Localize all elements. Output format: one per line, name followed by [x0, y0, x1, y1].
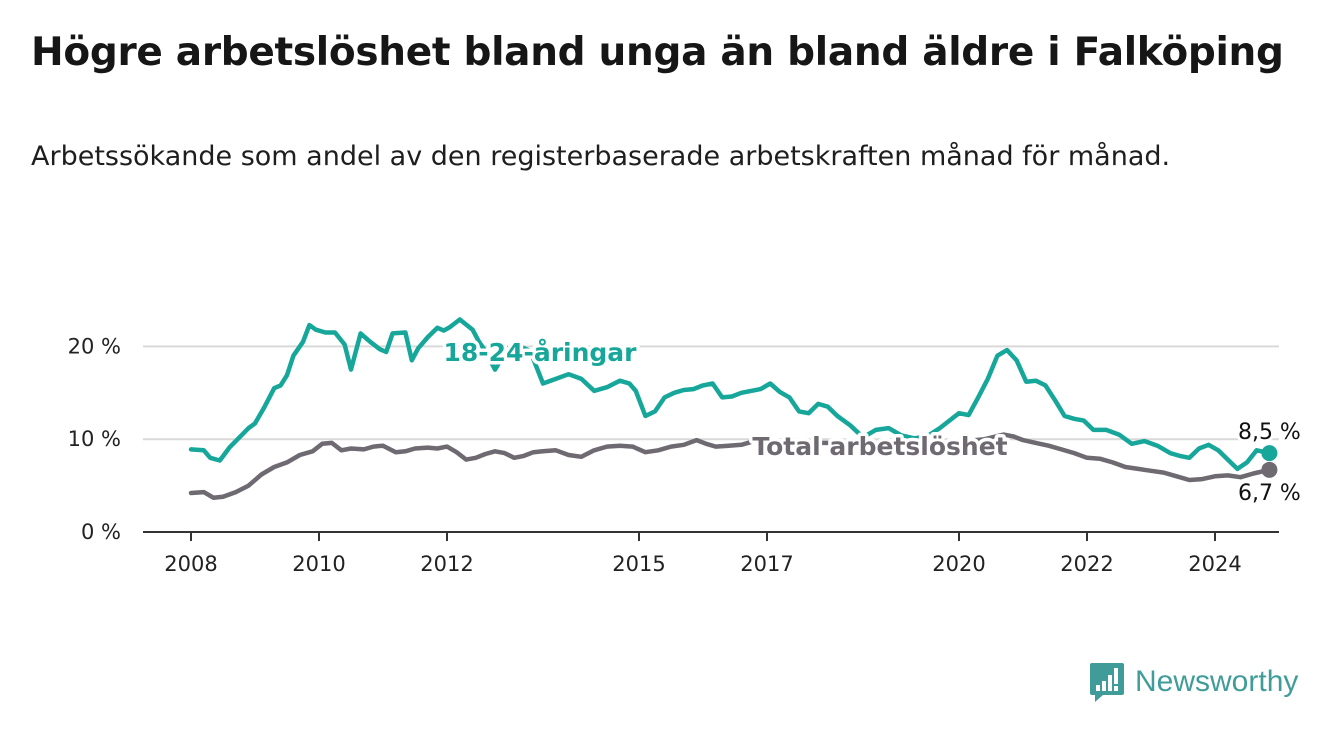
- y-tick-label-0: 0 %: [81, 520, 121, 544]
- series-label-total: Total arbetslöshet: [752, 432, 1007, 461]
- chart-title: Högre arbetslöshet bland unga än bland ä…: [31, 30, 1284, 75]
- x-tick-label-2017: 2017: [740, 552, 793, 576]
- x-tick-label-2008: 2008: [164, 552, 217, 576]
- series-lines: [188, 317, 1278, 500]
- x-tick-label-2022: 2022: [1060, 552, 1113, 576]
- y-tick-label-10: 10 %: [68, 427, 121, 451]
- x-tick-label-2010: 2010: [292, 552, 345, 576]
- series-line-total: [188, 432, 1272, 500]
- x-tick-label-2020: 2020: [932, 552, 985, 576]
- newsworthy-logo[interactable]: Newsworthy: [1089, 660, 1298, 704]
- end-label-total: 6,7 %: [1238, 481, 1301, 506]
- series-label-young: 18-24-åringar: [444, 338, 638, 367]
- end-point-total: [1261, 461, 1278, 478]
- y-axis-ticks: 0 % 10 % 20 %: [68, 334, 121, 544]
- newsworthy-icon: [1090, 663, 1124, 702]
- x-tick-label-2012: 2012: [420, 552, 473, 576]
- gridlines: [143, 345, 1279, 533]
- brand-name: Newsworthy: [1135, 665, 1299, 698]
- end-point-young: [1261, 445, 1278, 462]
- series-labels: 18-24-åringar Total arbetslöshet 8,5 % 6,7 …: [440, 335, 1304, 509]
- end-label-young: 8,5 %: [1238, 420, 1301, 445]
- x-tick-label-2015: 2015: [612, 552, 665, 576]
- x-tick-label-2024: 2024: [1188, 552, 1241, 576]
- y-tick-label-20: 20 %: [68, 334, 121, 358]
- x-axis-ticks: 2008 2010 2012 2015 2017 2020 2022 2024: [164, 532, 1242, 576]
- series-line-young: [188, 317, 1272, 472]
- line-chart: 0 % 10 % 20 % 2008 2010 2012 2015 2017 2020 2022…: [67, 317, 1304, 576]
- chart-subtitle: Arbetssökande som andel av den registerb…: [31, 141, 1171, 172]
